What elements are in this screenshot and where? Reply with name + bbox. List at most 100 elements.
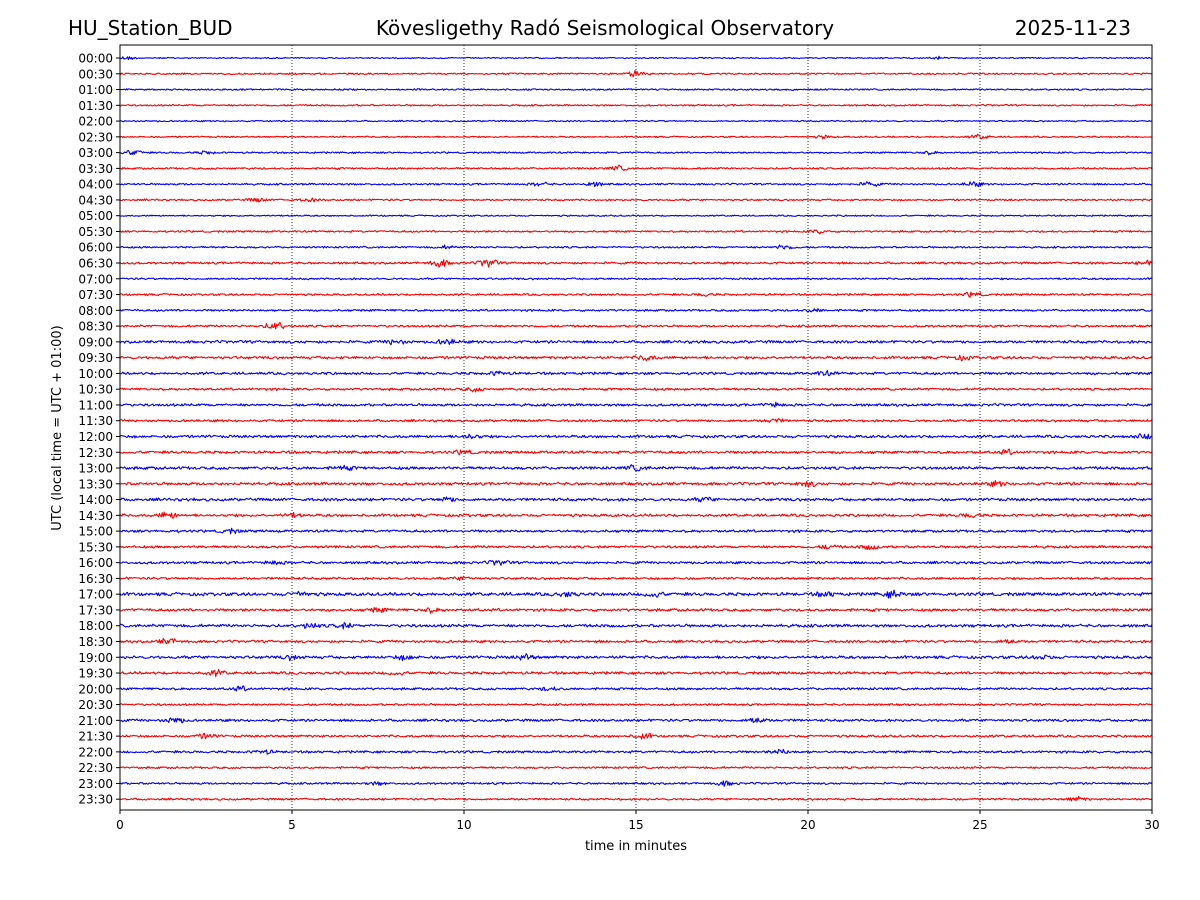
trace-1500 [120, 527, 1153, 535]
y-tick-label-1700: 17:00 [78, 588, 113, 602]
grid-lines [291, 45, 981, 810]
y-axis-label: UTC (local time = UTC + 01:00) [50, 325, 65, 530]
y-tick-label-0300: 03:00 [78, 146, 113, 160]
y-tick-label-1830: 18:30 [78, 635, 113, 649]
trace-0600 [119, 244, 1152, 250]
trace-0530 [119, 229, 1153, 235]
trace-1700 [119, 589, 1153, 599]
trace-1530 [119, 544, 1153, 551]
trace-1200 [119, 433, 1153, 440]
y-tick-label-0930: 09:30 [78, 351, 113, 365]
y-tick-label-0400: 04:00 [78, 178, 113, 192]
trace-0730 [119, 291, 1153, 298]
trace-1430 [119, 511, 1153, 519]
trace-0000 [119, 55, 1152, 61]
trace-0330 [119, 164, 1153, 172]
y-tick-label-1730: 17:30 [78, 603, 113, 617]
trace-0100 [119, 88, 1153, 91]
trace-1130 [119, 418, 1153, 423]
trace-0500 [119, 214, 1153, 218]
y-tick-label-1200: 12:00 [78, 430, 113, 444]
trace-1100 [119, 401, 1153, 408]
x-tick-label-0: 0 [116, 818, 124, 832]
trace-2130 [119, 732, 1153, 740]
trace-0430 [119, 197, 1153, 203]
trace-2330 [119, 795, 1153, 802]
trace-0200 [120, 119, 1152, 123]
trace-1800 [119, 622, 1153, 630]
y-tick-label-1100: 11:00 [78, 398, 113, 412]
trace-0030 [119, 69, 1153, 78]
trace-0800 [119, 308, 1153, 313]
y-tick-label-0000: 00:00 [78, 52, 113, 66]
station-title: HU_Station_BUD [68, 16, 233, 40]
x-tick-label-15: 15 [628, 818, 643, 832]
y-tick-label-1900: 19:00 [78, 651, 113, 665]
trace-1000 [119, 370, 1153, 377]
trace-1300 [119, 464, 1153, 472]
trace-1730 [120, 607, 1153, 614]
trace-0300 [119, 149, 1153, 156]
y-tick-label-1530: 15:30 [78, 540, 113, 554]
y-tick-label-1030: 10:30 [78, 383, 113, 397]
trace-1630 [119, 575, 1153, 581]
trace-1830 [119, 637, 1153, 645]
y-tick-label-2030: 20:30 [78, 698, 113, 712]
trace-0130 [119, 103, 1153, 107]
trace-2030 [119, 702, 1153, 707]
y-tick-label-0130: 01:30 [78, 99, 113, 113]
y-tick-label-1600: 16:00 [78, 556, 113, 570]
y-tick-label-1930: 19:30 [78, 667, 113, 681]
trace-0930 [119, 354, 1153, 362]
x-tick-label-10: 10 [456, 818, 471, 832]
trace-1230 [119, 448, 1153, 456]
y-tick-label-0900: 09:00 [78, 335, 113, 349]
y-tick-label-1130: 11:30 [78, 414, 113, 428]
trace-0830 [119, 322, 1153, 330]
y-tick-label-0430: 04:30 [78, 193, 113, 207]
observatory-title: Kövesligethy Radó Seismological Observat… [375, 16, 835, 40]
trace-1900 [119, 653, 1153, 662]
x-tick-label-25: 25 [972, 818, 987, 832]
trace-2000 [119, 685, 1153, 692]
y-tick-label-1800: 18:00 [78, 619, 113, 633]
y-tick-label-2100: 21:00 [78, 714, 113, 728]
y-tick-label-2330: 23:30 [78, 793, 113, 807]
y-tick-label-0230: 02:30 [78, 130, 113, 144]
trace-2300 [119, 780, 1153, 787]
trace-2230 [120, 766, 1153, 770]
y-tick-label-2230: 22:30 [78, 761, 113, 775]
y-tick-label-0600: 06:00 [78, 241, 113, 255]
y-tick-label-2300: 23:00 [78, 777, 113, 791]
y-tick-label-0800: 08:00 [78, 304, 113, 318]
y-tick-label-0700: 07:00 [78, 272, 113, 286]
y-tick-label-1500: 15:00 [78, 525, 113, 539]
trace-1400 [119, 496, 1152, 503]
y-tick-label-0200: 02:00 [78, 115, 113, 129]
trace-0630 [119, 259, 1153, 268]
y-tick-label-1630: 16:30 [78, 572, 113, 586]
y-tick-label-0100: 01:00 [78, 83, 113, 97]
y-tick-label-0630: 06:30 [78, 257, 113, 271]
y-tick-label-0030: 00:30 [78, 67, 113, 81]
y-tick-label-1000: 10:00 [78, 367, 113, 381]
trace-0700 [119, 277, 1153, 281]
y-tick-label-2130: 21:30 [78, 730, 113, 744]
trace-0230 [119, 133, 1153, 140]
trace-1600 [119, 560, 1153, 566]
y-tick-label-0730: 07:30 [78, 288, 113, 302]
trace-group [119, 55, 1153, 802]
y-tick-label-2000: 20:00 [78, 682, 113, 696]
trace-2200 [119, 748, 1153, 755]
trace-1930 [119, 668, 1153, 678]
y-tick-label-1300: 13:00 [78, 462, 113, 476]
y-tick-label-1430: 14:30 [78, 509, 113, 523]
y-tick-label-1400: 14:00 [78, 493, 113, 507]
trace-0400 [119, 181, 1153, 188]
trace-1030 [119, 386, 1153, 393]
y-tick-label-1330: 13:30 [78, 477, 113, 491]
x-tick-label-30: 30 [1144, 818, 1159, 832]
x-axis-label: time in minutes [585, 839, 687, 854]
